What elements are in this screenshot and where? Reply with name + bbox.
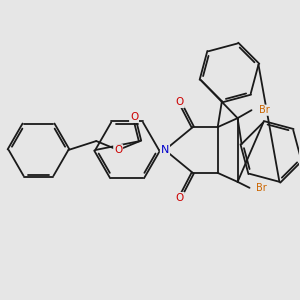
Text: O: O <box>130 112 138 122</box>
Text: O: O <box>176 193 184 203</box>
Text: Br: Br <box>256 183 266 193</box>
Text: Br: Br <box>260 105 270 115</box>
Text: O: O <box>114 145 122 155</box>
Text: N: N <box>161 145 169 155</box>
Text: O: O <box>176 97 184 107</box>
